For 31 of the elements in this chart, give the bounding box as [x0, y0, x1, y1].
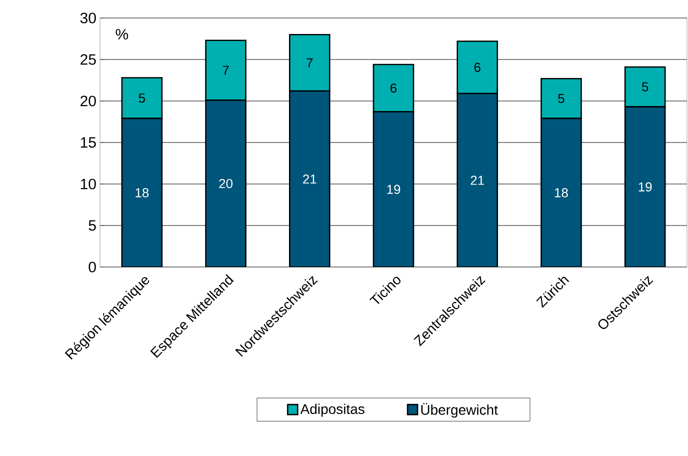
data-label: 18: [136, 188, 149, 198]
data-label: 6: [390, 84, 397, 93]
y-tick-label: 10: [80, 178, 96, 190]
y-tick-label: 0: [88, 262, 96, 272]
data-label: 21: [470, 176, 484, 185]
data-label: 21: [303, 174, 316, 184]
data-label: 6: [474, 62, 480, 72]
data-label: 7: [306, 58, 313, 68]
bar: [372, 111, 414, 267]
data-label: 19: [387, 184, 400, 194]
data-label: 19: [638, 182, 652, 192]
bar: [624, 106, 666, 267]
data-label: 5: [138, 94, 146, 103]
y-tick-label: 30: [80, 12, 96, 24]
data-label: 7: [222, 66, 229, 75]
bar: [288, 90, 330, 267]
bar: [205, 100, 246, 267]
y-tick-label: 15: [80, 137, 96, 148]
data-label: 20: [219, 178, 233, 188]
y-tick-label: 25: [80, 54, 96, 65]
y-tick-label: 20: [80, 96, 96, 106]
bar: [540, 118, 582, 267]
y-tick-label: 5: [88, 220, 96, 231]
data-label: 18: [554, 188, 568, 198]
bar: [456, 92, 498, 267]
data-label: 5: [642, 82, 648, 92]
data-label: 5: [558, 94, 564, 104]
bar: [121, 118, 163, 267]
legend-label: Übergewicht: [421, 402, 498, 418]
legend-label: Adipositas: [300, 404, 364, 417]
y-axis-title: %: [116, 28, 128, 40]
